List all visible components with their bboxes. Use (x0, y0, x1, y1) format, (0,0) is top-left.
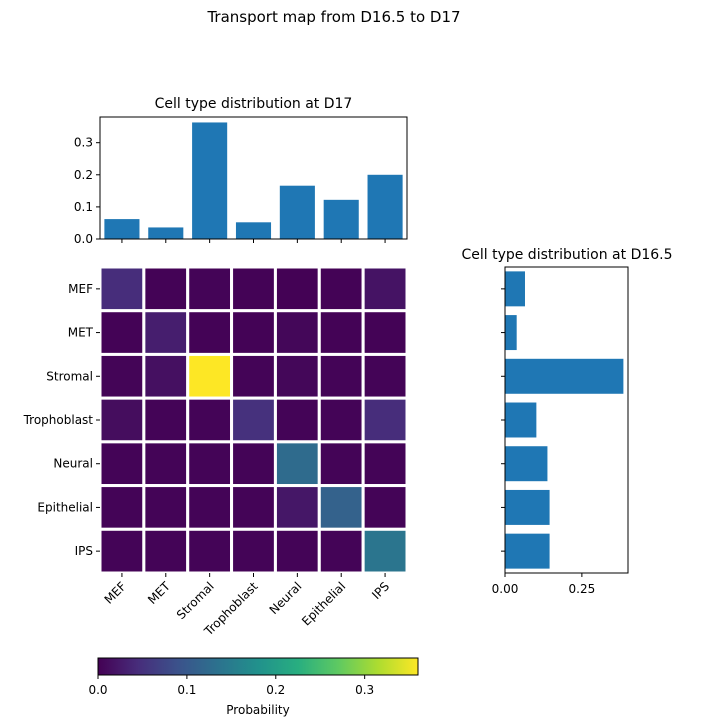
heatmap-col-label: Neural (267, 579, 305, 617)
heatmap-cell-ips-mef (98, 527, 146, 575)
heatmap-cell-epithelial-epithelial (317, 484, 365, 531)
right-bar-epithelial (505, 489, 550, 525)
colorbar-tick-label: 0.3 (355, 683, 374, 697)
heatmap-cell-trophoblast-neural (273, 396, 321, 444)
heatmap-cell-epithelial-neural (273, 484, 321, 531)
heatmap-cell-met-met (142, 309, 190, 356)
heatmap-cell-epithelial-stromal (186, 484, 234, 531)
right-bar-ips (505, 533, 550, 569)
heatmap-cell-stromal-neural (273, 352, 321, 400)
top-ytick-label: 0.2 (74, 168, 93, 182)
right-bar-trophoblast (505, 402, 537, 438)
heatmap-cell-ips-neural (273, 527, 321, 575)
heatmap-cell-stromal-trophoblast (230, 352, 277, 400)
heatmap-cell-neural-met (142, 440, 190, 488)
top-bar-epithelial (323, 199, 359, 239)
heatmap-row-label: Neural (53, 457, 93, 471)
top-bar-ips (367, 174, 403, 239)
heatmap-cell-trophoblast-mef (98, 396, 146, 444)
top-ytick-label: 0.1 (74, 200, 93, 214)
heatmap-cell-met-ips (361, 309, 409, 356)
heatmap-cell-met-epithelial (317, 309, 365, 356)
heatmap-row-label: Epithelial (37, 500, 93, 514)
heatmap-cell-trophoblast-epithelial (317, 396, 365, 444)
right-xtick-label: 0.00 (492, 582, 519, 596)
heatmap-col-label: Epithelial (299, 579, 348, 628)
heatmap-row-label: IPS (75, 544, 93, 558)
right-bar-stromal (505, 358, 624, 394)
figure-suptitle: Transport map from D16.5 to D17 (206, 8, 460, 26)
heatmap-cell-trophoblast-ips (361, 396, 409, 444)
top-bar-met (148, 227, 184, 239)
heatmap-cell-mef-trophoblast (230, 265, 277, 313)
transport-heatmap: MEFMETStromalTrophoblastNeuralEpithelial… (23, 265, 409, 639)
heatmap-cell-met-stromal (186, 309, 234, 356)
heatmap-cell-met-mef (98, 309, 146, 356)
heatmap-col-label: Stromal (174, 579, 217, 622)
right-bar-mef (505, 271, 525, 307)
heatmap-cell-neural-stromal (186, 440, 234, 488)
heatmap-cell-epithelial-trophoblast (230, 484, 277, 531)
top-bar-chart: 0.0 0.1 0.2 0.3 Cell type distribution at D1… (74, 96, 408, 246)
heatmap-cell-neural-epithelial (317, 440, 365, 488)
heatmap-cell-trophoblast-met (142, 396, 190, 444)
heatmap-row-label: Stromal (46, 369, 93, 383)
heatmap-cell-ips-epithelial (317, 527, 365, 575)
heatmap-cell-neural-trophoblast (230, 440, 277, 488)
heatmap-cell-stromal-met (142, 352, 190, 400)
heatmap-cell-stromal-ips (361, 352, 409, 400)
top-bar-stromal (192, 122, 228, 239)
heatmap-cell-neural-mef (98, 440, 146, 488)
top-ytick-label: 0.3 (74, 136, 93, 150)
colorbar-gradient (97, 657, 419, 676)
right-bar-neural (505, 446, 548, 482)
heatmap-cell-mef-mef (98, 265, 146, 313)
heatmap-cell-mef-stromal (186, 265, 234, 313)
heatmap-col-label: MEF (102, 579, 130, 607)
heatmap-col-label: MET (145, 579, 173, 607)
top-bar-mef (104, 219, 140, 239)
top-chart-title: Cell type distribution at D17 (155, 96, 353, 112)
heatmap-cell-stromal-epithelial (317, 352, 365, 400)
colorbar-tick-label: 0.0 (88, 683, 107, 697)
top-ytick-label: 0.0 (74, 232, 93, 246)
heatmap-cell-epithelial-ips (361, 484, 409, 531)
top-bar-trophoblast (235, 222, 272, 239)
heatmap-cell-mef-met (142, 265, 190, 313)
top-chart-frame (99, 116, 408, 240)
heatmap-cell-ips-stromal (186, 527, 234, 575)
colorbar-tick-label: 0.1 (177, 683, 196, 697)
colorbar: 0.0 0.1 0.2 0.3 Probability (88, 657, 419, 717)
colorbar-tick-label: 0.2 (266, 683, 285, 697)
heatmap-cell-mef-neural (273, 265, 321, 313)
heatmap-cell-mef-epithelial (317, 265, 365, 313)
heatmap-cell-neural-ips (361, 440, 409, 488)
heatmap-cell-ips-trophoblast (230, 527, 277, 575)
heatmap-cell-neural-neural (273, 440, 321, 488)
heatmap-cell-ips-met (142, 527, 190, 575)
heatmap-cell-epithelial-mef (98, 484, 146, 531)
right-chart-title: Cell type distribution at D16.5 (461, 247, 672, 263)
heatmap-cell-met-trophoblast (230, 309, 277, 356)
heatmap-cell-mef-ips (361, 265, 409, 313)
heatmap-row-label: Trophoblast (23, 413, 94, 427)
heatmap-row-label: MEF (68, 282, 93, 296)
right-bar-met (505, 315, 517, 351)
heatmap-cell-ips-ips (361, 527, 409, 575)
heatmap-cell-epithelial-met (142, 484, 190, 531)
heatmap-cell-trophoblast-trophoblast (230, 396, 277, 444)
top-bar-neural (279, 185, 315, 239)
colorbar-label: Probability (226, 703, 289, 717)
heatmap-cell-stromal-stromal (186, 352, 234, 400)
heatmap-col-label: IPS (369, 579, 392, 602)
heatmap-cell-stromal-mef (98, 352, 146, 400)
heatmap-cell-met-neural (273, 309, 321, 356)
right-bar-chart: 0.00 0.25 Cell type distribution at D16.5 (461, 247, 672, 596)
heatmap-cell-trophoblast-stromal (186, 396, 234, 444)
right-xtick-label: 0.25 (569, 582, 596, 596)
heatmap-row-label: MET (68, 326, 94, 340)
